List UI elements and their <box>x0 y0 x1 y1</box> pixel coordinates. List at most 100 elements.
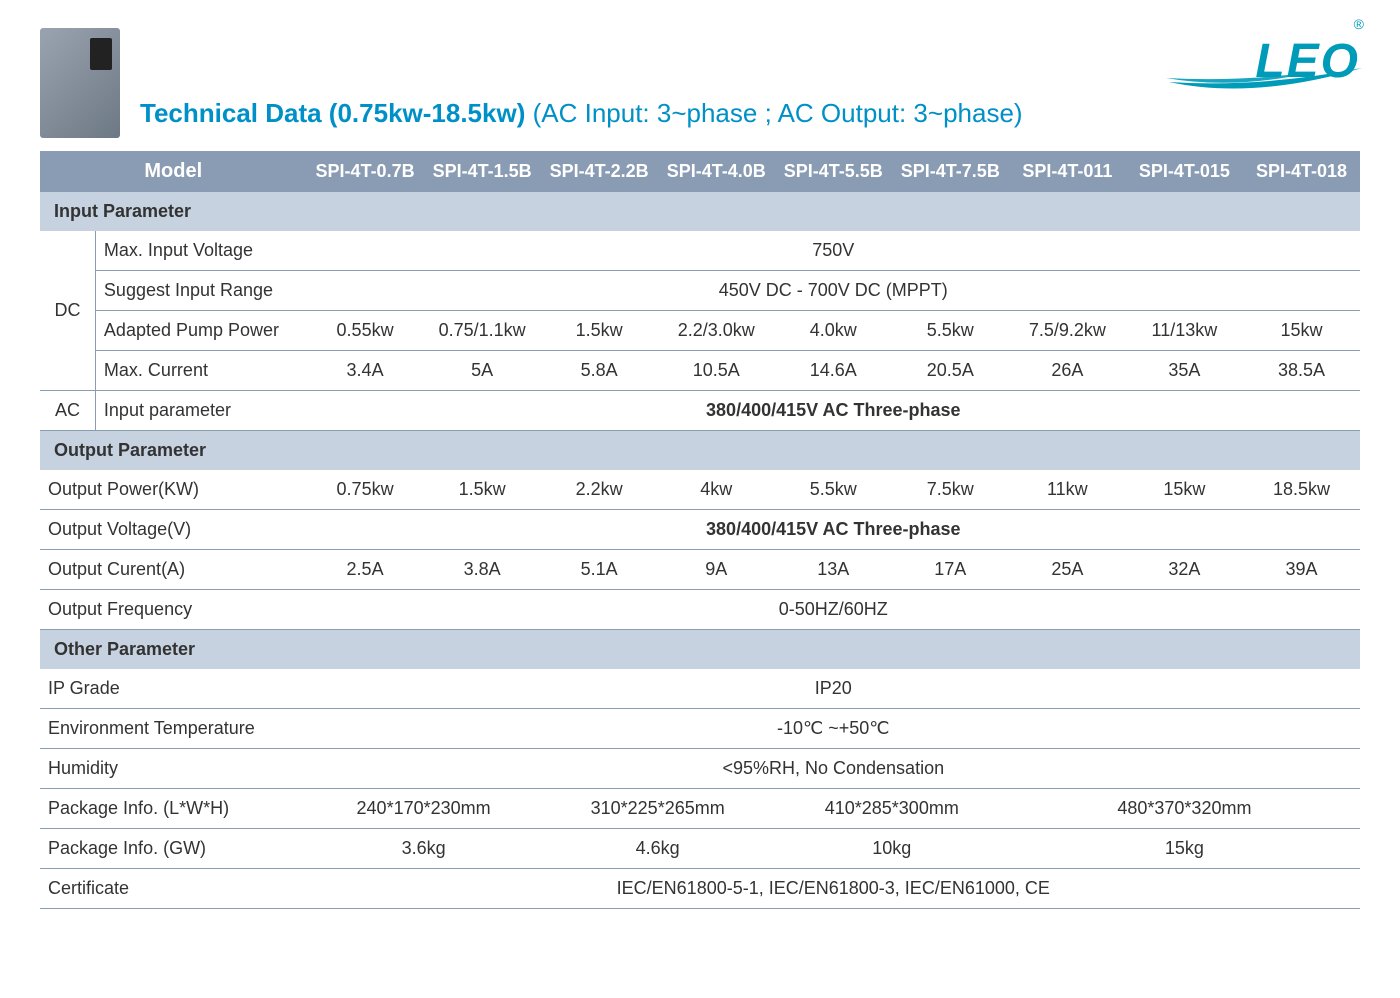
cell: 2.5A <box>307 550 424 590</box>
model-col: SPI-4T-5.5B <box>775 151 892 192</box>
cell: 7.5/9.2kw <box>1009 311 1126 351</box>
row-value: 450V DC - 700V DC (MPPT) <box>307 271 1360 311</box>
row-label: Input parameter <box>95 391 306 431</box>
registered-mark: ® <box>1354 16 1364 32</box>
title-sub: (AC Input: 3~phase ; AC Output: 3~phase) <box>533 98 1023 128</box>
row-label: Adapted Pump Power <box>95 311 306 351</box>
cell: 20.5A <box>892 351 1009 391</box>
cell: 11kw <box>1009 470 1126 510</box>
section-input: Input Parameter <box>40 192 1360 231</box>
row-label: Humidity <box>40 749 307 789</box>
title-main: Technical Data (0.75kw-18.5kw) <box>140 98 525 128</box>
row-output-frequency: Output Frequency 0-50HZ/60HZ <box>40 590 1360 630</box>
cell: 2.2kw <box>541 470 658 510</box>
row-output-power: Output Power(KW) 0.75kw 1.5kw 2.2kw 4kw … <box>40 470 1360 510</box>
cell: 35A <box>1126 351 1243 391</box>
row-ip-grade: IP Grade IP20 <box>40 669 1360 709</box>
section-title: Output Parameter <box>40 431 1360 471</box>
cell: 410*285*300mm <box>775 789 1009 829</box>
cell: 0.75/1.1kw <box>424 311 541 351</box>
dc-label: DC <box>40 231 95 391</box>
cell: 3.6kg <box>307 829 541 869</box>
cell: 2.2/3.0kw <box>658 311 775 351</box>
row-package-gw: Package Info. (GW) 3.6kg 4.6kg 10kg 15kg <box>40 829 1360 869</box>
row-package-dim: Package Info. (L*W*H) 240*170*230mm 310*… <box>40 789 1360 829</box>
cell: 1.5kw <box>424 470 541 510</box>
product-image <box>40 28 120 138</box>
row-label: Output Voltage(V) <box>40 510 307 550</box>
row-suggest-range: Suggest Input Range 450V DC - 700V DC (M… <box>40 271 1360 311</box>
row-ac-input: AC Input parameter 380/400/415V AC Three… <box>40 391 1360 431</box>
row-label: Environment Temperature <box>40 709 307 749</box>
row-value: IP20 <box>307 669 1360 709</box>
row-value: 380/400/415V AC Three-phase <box>307 391 1360 431</box>
page-title: Technical Data (0.75kw-18.5kw) (AC Input… <box>140 98 1360 129</box>
cell: 1.5kw <box>541 311 658 351</box>
cell: 3.4A <box>307 351 424 391</box>
row-value: 380/400/415V AC Three-phase <box>307 510 1360 550</box>
cell: 7.5kw <box>892 470 1009 510</box>
cell: 5.5kw <box>892 311 1009 351</box>
model-col: SPI-4T-0.7B <box>307 151 424 192</box>
model-header-label: Model <box>40 151 307 192</box>
section-title: Input Parameter <box>40 192 1360 231</box>
cell: 5A <box>424 351 541 391</box>
cell: 14.6A <box>775 351 892 391</box>
row-output-current: Output Curent(A) 2.5A 3.8A 5.1A 9A 13A 1… <box>40 550 1360 590</box>
cell: 5.8A <box>541 351 658 391</box>
row-value: 0-50HZ/60HZ <box>307 590 1360 630</box>
cell: 3.8A <box>424 550 541 590</box>
row-env-temp: Environment Temperature -10℃ ~+50℃ <box>40 709 1360 749</box>
cell: 310*225*265mm <box>541 789 775 829</box>
cell: 10.5A <box>658 351 775 391</box>
cell: 5.5kw <box>775 470 892 510</box>
row-certificate: Certificate IEC/EN61800-5-1, IEC/EN61800… <box>40 869 1360 909</box>
cell: 0.55kw <box>307 311 424 351</box>
model-col: SPI-4T-1.5B <box>424 151 541 192</box>
cell: 15kg <box>1009 829 1360 869</box>
row-label: Certificate <box>40 869 307 909</box>
cell: 25A <box>1009 550 1126 590</box>
cell: 32A <box>1126 550 1243 590</box>
model-col: SPI-4T-011 <box>1009 151 1126 192</box>
cell: 13A <box>775 550 892 590</box>
row-label: Package Info. (L*W*H) <box>40 789 307 829</box>
cell: 26A <box>1009 351 1126 391</box>
cell: 4.0kw <box>775 311 892 351</box>
row-label: Max. Input Voltage <box>95 231 306 271</box>
cell: 240*170*230mm <box>307 789 541 829</box>
swoosh-icon <box>1164 60 1364 96</box>
row-value: <95%RH, No Condensation <box>307 749 1360 789</box>
row-humidity: Humidity <95%RH, No Condensation <box>40 749 1360 789</box>
row-label: Output Curent(A) <box>40 550 307 590</box>
cell: 4kw <box>658 470 775 510</box>
row-label: IP Grade <box>40 669 307 709</box>
section-title: Other Parameter <box>40 630 1360 670</box>
cell: 15kw <box>1243 311 1360 351</box>
section-output: Output Parameter <box>40 431 1360 471</box>
cell: 11/13kw <box>1126 311 1243 351</box>
model-col: SPI-4T-018 <box>1243 151 1360 192</box>
cell: 4.6kg <box>541 829 775 869</box>
row-label: Output Frequency <box>40 590 307 630</box>
row-output-voltage: Output Voltage(V) 380/400/415V AC Three-… <box>40 510 1360 550</box>
spec-table: Model SPI-4T-0.7B SPI-4T-1.5B SPI-4T-2.2… <box>40 151 1360 909</box>
cell: 480*370*320mm <box>1009 789 1360 829</box>
model-header-row: Model SPI-4T-0.7B SPI-4T-1.5B SPI-4T-2.2… <box>40 151 1360 192</box>
row-value: IEC/EN61800-5-1, IEC/EN61800-3, IEC/EN61… <box>307 869 1360 909</box>
cell: 39A <box>1243 550 1360 590</box>
model-col: SPI-4T-2.2B <box>541 151 658 192</box>
model-col: SPI-4T-7.5B <box>892 151 1009 192</box>
row-label: Output Power(KW) <box>40 470 307 510</box>
cell: 10kg <box>775 829 1009 869</box>
cell: 17A <box>892 550 1009 590</box>
row-label: Max. Current <box>95 351 306 391</box>
row-max-input-voltage: DC Max. Input Voltage 750V <box>40 231 1360 271</box>
model-col: SPI-4T-015 <box>1126 151 1243 192</box>
cell: 18.5kw <box>1243 470 1360 510</box>
row-label: Suggest Input Range <box>95 271 306 311</box>
brand-logo: ® LEO <box>1170 20 1360 100</box>
ac-label: AC <box>40 391 95 431</box>
cell: 5.1A <box>541 550 658 590</box>
row-adapted-pump-power: Adapted Pump Power 0.55kw 0.75/1.1kw 1.5… <box>40 311 1360 351</box>
